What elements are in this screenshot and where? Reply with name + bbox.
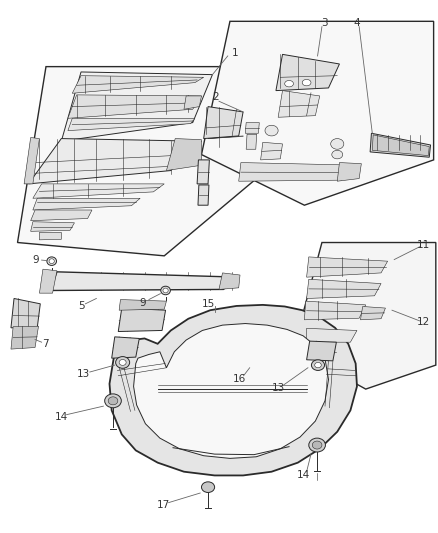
Polygon shape [39,269,57,293]
Polygon shape [11,326,39,349]
Text: 16: 16 [233,374,246,384]
Polygon shape [110,305,357,475]
Polygon shape [307,328,357,342]
Ellipse shape [331,139,344,149]
Ellipse shape [309,438,325,452]
Polygon shape [261,142,283,160]
Polygon shape [119,300,166,310]
Polygon shape [304,301,366,320]
Ellipse shape [312,441,322,449]
Ellipse shape [49,259,54,264]
Text: 15: 15 [202,299,215,309]
Text: 13: 13 [272,383,285,393]
Ellipse shape [161,286,170,295]
Polygon shape [246,134,257,149]
Polygon shape [201,21,434,205]
Polygon shape [61,72,212,141]
Polygon shape [33,198,140,210]
Polygon shape [39,232,61,240]
Polygon shape [31,210,92,221]
Ellipse shape [105,394,121,408]
Text: 14: 14 [55,412,68,422]
Polygon shape [24,138,39,184]
Ellipse shape [47,257,57,265]
Polygon shape [372,135,429,156]
Text: 5: 5 [78,302,85,311]
Text: 1: 1 [232,49,239,58]
Ellipse shape [332,150,343,159]
Text: 13: 13 [77,369,90,379]
Ellipse shape [265,125,278,136]
Polygon shape [134,324,328,458]
Polygon shape [245,123,259,133]
Polygon shape [307,341,336,361]
Text: 17: 17 [157,500,170,510]
Ellipse shape [108,397,118,405]
Polygon shape [276,54,339,91]
Polygon shape [68,118,195,131]
Text: 9: 9 [32,255,39,265]
Polygon shape [307,257,388,277]
Polygon shape [370,133,431,157]
Text: 11: 11 [417,240,430,250]
Ellipse shape [163,288,168,293]
Ellipse shape [314,362,321,368]
Polygon shape [278,91,320,117]
Polygon shape [239,163,359,181]
Text: 4: 4 [353,19,360,28]
Polygon shape [184,96,201,109]
Polygon shape [72,76,204,93]
Polygon shape [118,308,166,332]
Polygon shape [28,139,201,184]
Text: 14: 14 [297,471,310,480]
Polygon shape [197,160,209,184]
Text: 7: 7 [42,339,49,349]
Text: 12: 12 [417,318,430,327]
Ellipse shape [116,357,130,368]
Ellipse shape [285,80,293,87]
Polygon shape [18,67,263,256]
Ellipse shape [302,79,311,86]
Text: 9: 9 [139,298,146,308]
Polygon shape [293,243,436,389]
Polygon shape [204,107,243,139]
Ellipse shape [201,482,215,492]
Polygon shape [68,95,201,118]
Text: 2: 2 [212,92,219,102]
Polygon shape [112,337,139,358]
Ellipse shape [119,359,126,366]
Polygon shape [31,222,74,231]
Polygon shape [307,279,381,298]
Polygon shape [11,298,40,328]
Polygon shape [33,184,164,198]
Text: 3: 3 [321,19,328,28]
Ellipse shape [311,360,325,370]
Polygon shape [219,273,240,289]
Polygon shape [337,163,361,181]
Polygon shape [50,272,239,290]
Polygon shape [166,139,201,171]
Polygon shape [360,306,385,320]
Polygon shape [198,185,209,205]
